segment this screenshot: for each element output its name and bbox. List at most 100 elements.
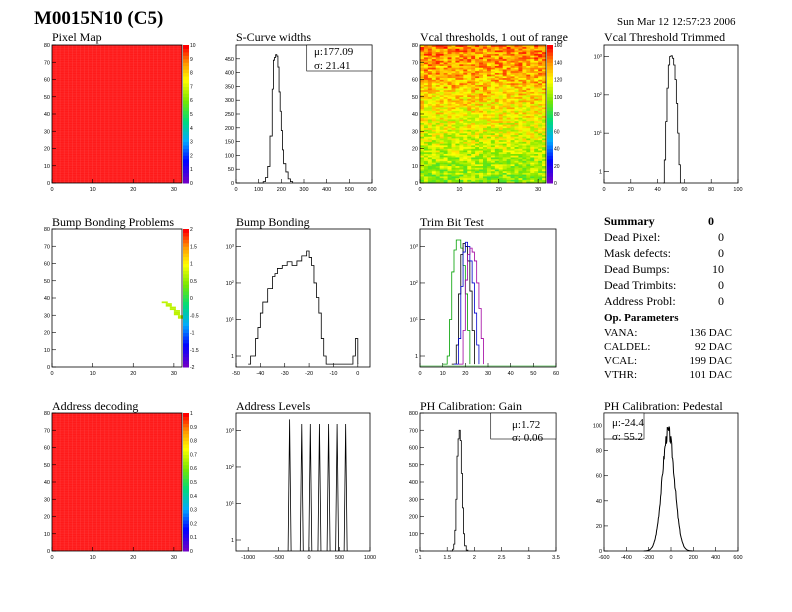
heatmap-cell (420, 84, 425, 87)
heatmap-cell (475, 98, 480, 101)
heatmap-cell (471, 126, 476, 129)
heatmap-cell (435, 176, 440, 179)
heatmap-cell (518, 76, 523, 79)
heatmap-cell (451, 122, 456, 125)
colorbar-cell (183, 540, 189, 545)
heatmap-cell (447, 69, 452, 72)
colorbar-cell (183, 363, 189, 368)
heatmap-cell (542, 162, 547, 165)
heatmap-cell (538, 146, 543, 149)
heatmap-cell (514, 105, 519, 108)
heatmap-cell (447, 48, 452, 51)
heatmap-cell (463, 100, 468, 103)
heatmap-cell (423, 153, 429, 156)
heatmap-cell (498, 60, 503, 63)
heatmap-cell (420, 124, 425, 127)
heatmap-cell (526, 162, 531, 165)
heatmap-cell (479, 158, 484, 161)
colorbar-cell (547, 155, 553, 160)
x-tick-label: -20 (305, 371, 313, 377)
heatmap-cell (471, 131, 476, 134)
heatmap-cell (475, 48, 480, 51)
heatmap-cell (455, 84, 460, 87)
heatmap-cell (486, 129, 492, 132)
colorbar-cell (547, 148, 553, 153)
heatmap-cell (486, 95, 492, 98)
heatmap-cell (534, 139, 539, 142)
heatmap-cell (510, 131, 515, 134)
vcal-threshold-trimmed-title: Vcal Threshold Trimmed (604, 30, 726, 44)
heatmap-cell (522, 177, 527, 180)
heatmap-cell (498, 141, 503, 144)
heatmap-cell (502, 150, 507, 153)
heatmap-cell (518, 86, 523, 89)
heatmap-cell (443, 62, 448, 65)
heatmap-cell (514, 67, 519, 70)
colorbar-label: 0.9 (190, 425, 197, 431)
y-tick-label: 70 (44, 428, 50, 434)
heatmap-cell (439, 96, 444, 99)
heatmap-cell (439, 172, 444, 175)
heatmap-cell (475, 89, 480, 92)
heatmap-cell (498, 126, 503, 129)
heatmap-cell (451, 150, 456, 153)
heatmap-cell (427, 86, 433, 89)
heatmap-cell (479, 100, 484, 103)
heatmap-cell (420, 119, 425, 122)
heatmap-cell (447, 119, 452, 122)
colorbar-cell (183, 239, 189, 244)
heatmap-cell (427, 176, 433, 179)
heatmap-cell (467, 150, 472, 153)
heatmap-cell (526, 153, 531, 156)
heatmap-cell (522, 112, 527, 115)
heatmap-cell (502, 138, 507, 141)
heatmap-cell (526, 169, 531, 172)
heatmap-cell (506, 69, 511, 72)
heatmap-cell (475, 105, 480, 108)
heatmap-cell (459, 174, 464, 177)
colorbar-cell (547, 114, 553, 118)
heatmap-cell (483, 169, 488, 172)
colorbar-label: 120 (554, 78, 563, 84)
heatmap-cell (435, 155, 440, 158)
colorbar-label: -1 (190, 331, 195, 337)
heatmap-cell (534, 129, 539, 132)
y-tick-label: 10 (44, 164, 50, 170)
heatmap-cell (510, 86, 515, 89)
heatmap-cell (526, 67, 531, 70)
heatmap-cell (538, 177, 543, 180)
colorbar-label: 0.3 (190, 508, 197, 514)
heatmap-cell (479, 139, 484, 142)
heatmap-cell (459, 82, 464, 85)
x-tick-label: 0 (50, 555, 53, 561)
heatmap-cell (451, 120, 456, 123)
heatmap-cell (522, 91, 527, 94)
heatmap-cell (467, 81, 472, 84)
plot-frame (603, 44, 739, 184)
heatmap-cell (467, 127, 472, 130)
heatmap-cell (451, 55, 456, 58)
heatmap-cell (451, 143, 456, 146)
heatmap-cell (475, 53, 480, 56)
heatmap-cell (534, 69, 539, 72)
heatmap-cell (451, 95, 456, 98)
histogram-spike (317, 423, 322, 552)
heatmap-cell (467, 162, 472, 165)
heatmap-cell (471, 165, 476, 168)
heatmap-cell (486, 172, 492, 175)
heatmap-cell (451, 81, 456, 84)
heatmap-cell (502, 46, 507, 49)
heatmap-cell (486, 122, 492, 125)
heatmap-cell (455, 148, 460, 151)
heatmap-cell (420, 91, 425, 94)
heatmap-cell (483, 165, 488, 168)
heatmap-cell (530, 158, 535, 161)
heatmap-cell (471, 93, 476, 96)
heatmap-cell (435, 139, 440, 142)
heatmap-cell (483, 48, 488, 51)
heatmap-cell (502, 176, 507, 179)
heatmap-cell (538, 141, 543, 144)
colorbar-cell (183, 304, 189, 309)
heatmap-cell (486, 63, 492, 66)
